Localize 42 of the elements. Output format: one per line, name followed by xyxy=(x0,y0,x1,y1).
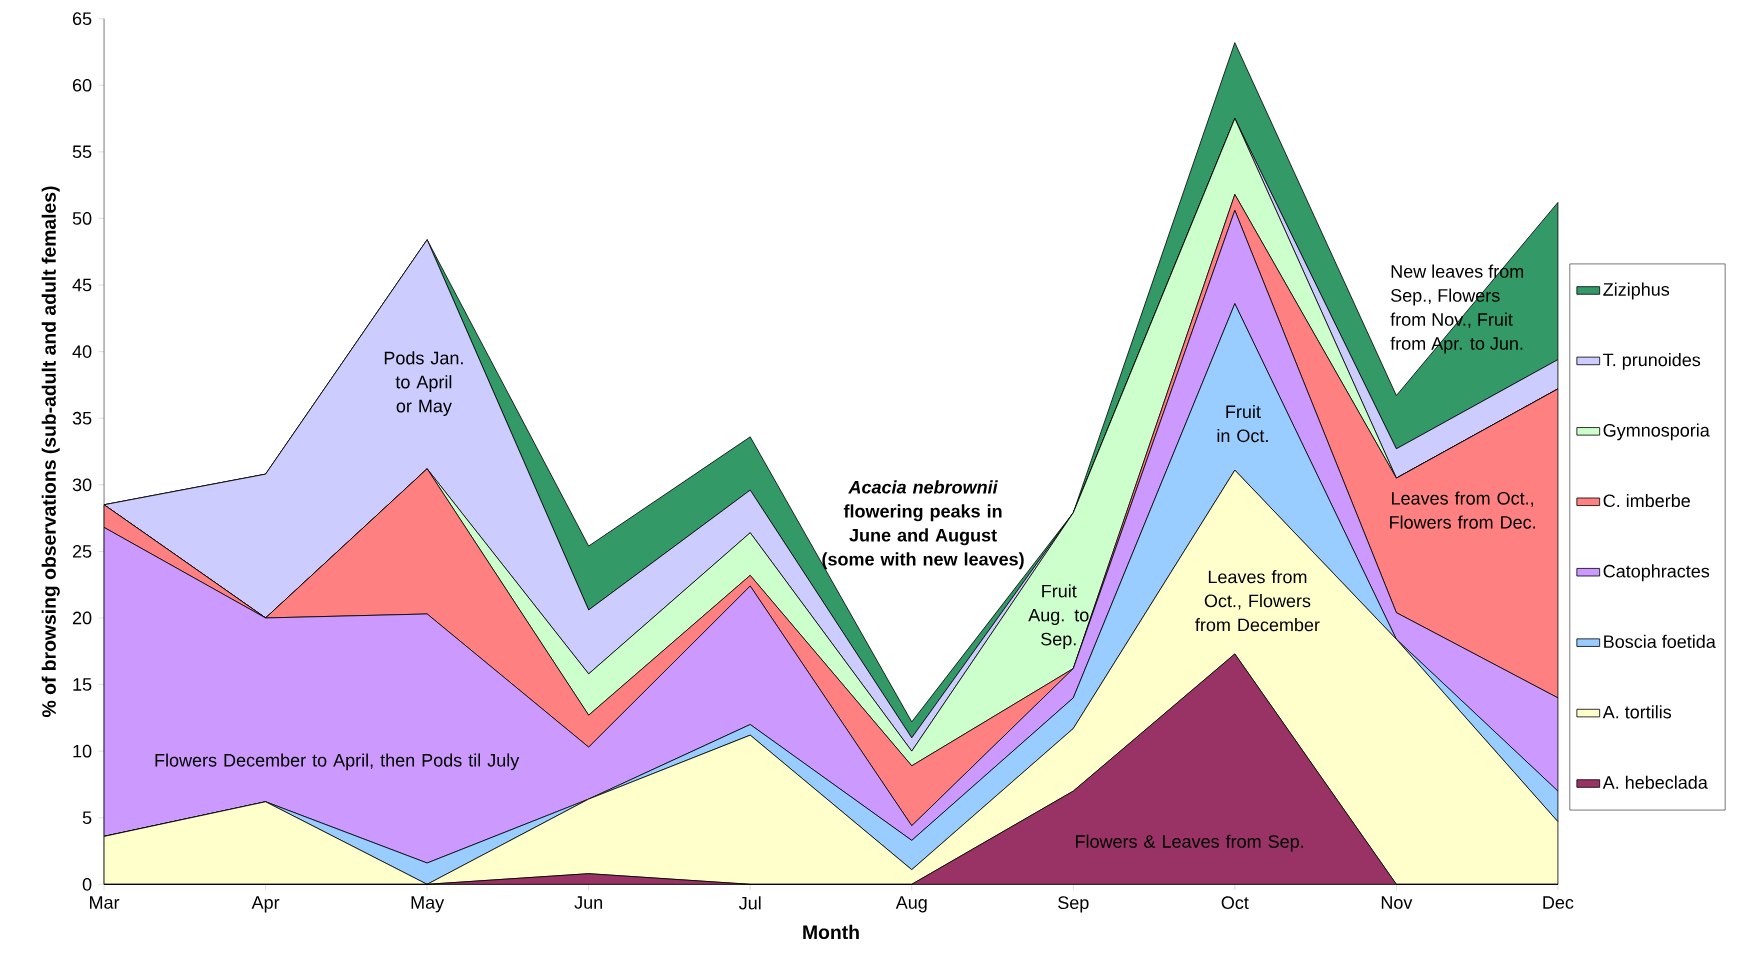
x-tick-label: Dec xyxy=(1543,896,1574,909)
annotation: Flowers & Leaves from Sep. xyxy=(1076,834,1304,852)
annotation: Fruit in Oct. xyxy=(1217,404,1268,442)
annotation: Leaves from Oct., Flowers from December xyxy=(1195,569,1320,632)
y-tick-label: 65 xyxy=(72,12,92,25)
legend-label: Boscia foetida xyxy=(1604,634,1716,648)
annotation: Leaves from Oct., Flowers from Dec. xyxy=(1390,491,1535,529)
y-tick-label: 15 xyxy=(73,678,92,691)
x-tick-label: Apr xyxy=(251,896,280,913)
legend-label: A. hebeclada xyxy=(1602,775,1708,789)
legend-label: Ziziphus xyxy=(1603,282,1670,300)
legend-label: T. prunoides xyxy=(1603,352,1701,370)
legend-label: Catophractes xyxy=(1603,564,1710,581)
y-tick-label: 40 xyxy=(72,345,92,358)
y-axis-title: % of browsing observations (sub-adult and adult females) xyxy=(41,186,60,717)
legend-label: C. imberbe xyxy=(1603,493,1690,507)
legend-label: Gymnosporia xyxy=(1603,423,1710,441)
y-tick-label: 5 xyxy=(82,811,92,824)
y-tick-label: 30 xyxy=(72,478,92,491)
annotation: Pods Jan. to April or May xyxy=(384,351,463,416)
annotation: Acacia nebrownii flowering peaks in June and August (some with new leaves) xyxy=(822,480,1024,569)
annotation: Fruit Aug. to Sep. xyxy=(1028,584,1089,649)
x-tick-label: Mar xyxy=(90,896,120,909)
legend-label: A. tortilis xyxy=(1602,705,1672,719)
y-tick-label: 20 xyxy=(72,611,92,625)
annotation: Flowers December to April, then Pods til July xyxy=(155,753,520,771)
y-tick-label: 50 xyxy=(72,211,92,225)
x-tick-label: Nov xyxy=(1381,896,1413,909)
y-tick-label: 55 xyxy=(72,145,92,158)
y-tick-label: 60 xyxy=(72,78,92,92)
x-tick-label: Aug xyxy=(895,896,927,913)
x-tick-label: Oct xyxy=(1221,896,1249,909)
y-tick-label: 0 xyxy=(82,877,92,891)
x-tick-label: Jul xyxy=(738,896,761,910)
y-tick-label: 35 xyxy=(72,411,92,425)
x-axis-title: Month xyxy=(803,924,859,939)
y-tick-label: 45 xyxy=(72,278,92,292)
x-tick-label: Jun xyxy=(574,896,603,909)
x-tick-label: May xyxy=(411,896,445,913)
y-tick-label: 25 xyxy=(72,544,92,558)
y-tick-label: 10 xyxy=(73,744,92,758)
x-tick-label: Sep xyxy=(1058,896,1089,913)
